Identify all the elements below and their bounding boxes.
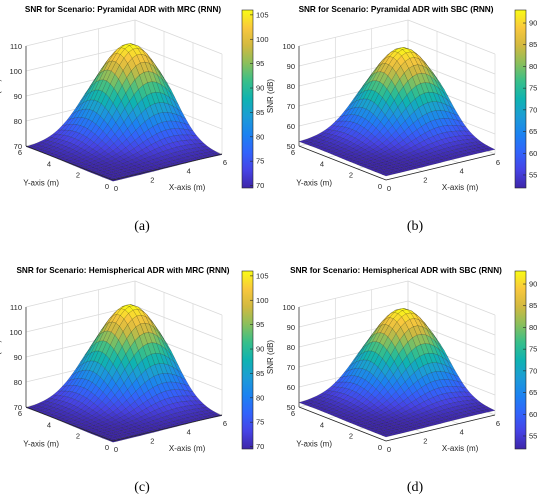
caption-d: (d) <box>406 480 424 495</box>
z-tick-label-a-4: 110 <box>10 42 22 51</box>
colorbar-tick-label-a-6: 100 <box>256 35 269 44</box>
y-tick-label-a-2: 4 <box>47 159 51 168</box>
z-tick-label-a-3: 100 <box>9 67 22 76</box>
x-tick-label-a-1: 2 <box>150 175 154 184</box>
y-tick-label-a-0: 0 <box>105 182 109 191</box>
z-axis-label-a: SNR (dB) <box>0 79 2 114</box>
colorbar-tick-label-a-4: 90 <box>256 84 264 93</box>
grid-line-a-zx-3 <box>25 44 136 72</box>
colorbar-tick-label-a-5: 95 <box>256 59 264 68</box>
surface-patch-a-23-0 <box>213 152 223 156</box>
grid-line-b-zx-5 <box>298 19 409 47</box>
grid-line-d-zx-5 <box>298 280 409 308</box>
chart-title-b: SNR for Scenario: Pyramidal ADR with SBC… <box>299 5 494 14</box>
x-tick-label-a-2: 4 <box>187 167 191 176</box>
colorbar-tick-label-d-0: 55 <box>529 431 537 440</box>
x-tick-label-d-0: 0 <box>387 445 391 454</box>
x-tick-label-d-2: 4 <box>460 428 464 437</box>
z-tick-label-d-0: 50 <box>287 403 295 412</box>
colorbar-tick-label-a-7: 105 <box>256 10 269 19</box>
z-tick-label-d-3: 80 <box>287 343 295 352</box>
colorbar-tick-label-d-5: 80 <box>529 323 537 332</box>
x-tick-label-a-3: 6 <box>223 158 227 167</box>
y-tick-label-d-1: 2 <box>349 432 353 441</box>
x-tick-label-a-0: 0 <box>114 184 118 193</box>
colorbar-tick-label-a-1: 75 <box>256 157 264 166</box>
z-tick-label-d-1: 60 <box>287 383 295 392</box>
colorbar-tick-label-d-1: 60 <box>529 410 537 419</box>
z-tick-label-a-0: 70 <box>14 142 22 151</box>
colorbar-tick-label-d-4: 75 <box>529 345 537 354</box>
y-tick-label-a-3: 6 <box>18 148 22 157</box>
z-tick-label-d-4: 90 <box>287 323 295 332</box>
colorbar-a <box>241 9 254 189</box>
colorbar-tick-label-a-3: 85 <box>256 108 264 117</box>
caption-c: (c) <box>134 480 150 495</box>
z-tick-label-d-2: 70 <box>287 363 295 372</box>
x-axis-label-a: X-axis (m) <box>169 183 206 192</box>
grid-line-a-zy-3 <box>134 44 223 80</box>
colorbar-tick-label-d-7: 90 <box>529 280 537 289</box>
chart-title-a: SNR for Scenario: Pyramidal ADR with MRC… <box>25 5 221 14</box>
colorbar-tick-label-d-3: 70 <box>529 366 537 375</box>
x-tick-label-d-3: 6 <box>496 419 500 428</box>
colorbar-d <box>514 270 527 450</box>
grid-line-a-zx-4 <box>25 19 136 47</box>
y-tick-label-d-2: 4 <box>320 420 324 429</box>
colorbar-tick-label-d-6: 85 <box>529 301 537 310</box>
x-tick-label-d-1: 2 <box>423 436 427 445</box>
caption-a: (a) <box>134 219 150 234</box>
y-axis-line-a <box>25 145 114 181</box>
colorbar-tick-label-d-2: 65 <box>529 388 537 397</box>
y-tick-label-d-0: 0 <box>378 443 382 452</box>
y-axis-label-a: Y-axis (m) <box>23 178 59 187</box>
colorbar-tick-label-a-2: 80 <box>256 132 264 141</box>
z-axis-label-d: SNR (dB) <box>266 340 275 375</box>
z-tick-label-d-5: 100 <box>282 303 295 312</box>
z-tick-label-a-2: 90 <box>14 92 22 101</box>
colorbar-tick-label-a-0: 70 <box>256 181 264 190</box>
y-axis-label-d: Y-axis (m) <box>296 439 332 448</box>
grid-line-b-zx-4 <box>298 39 409 67</box>
y-tick-label-a-1: 2 <box>76 171 80 180</box>
caption-b: (b) <box>406 219 424 234</box>
x-axis-line-a <box>112 153 223 181</box>
grid-line-a-zy-4 <box>134 19 223 55</box>
x-axis-label-d: X-axis (m) <box>442 444 479 453</box>
grid-line-b-zy-4 <box>407 39 496 75</box>
z-tick-label-a-1: 80 <box>14 117 22 126</box>
grid-line-d-zy-5 <box>407 280 496 316</box>
chart-title-d: SNR for Scenario: Hemispherical ADR with… <box>290 266 502 275</box>
grid-line-b-zy-5 <box>407 19 496 55</box>
